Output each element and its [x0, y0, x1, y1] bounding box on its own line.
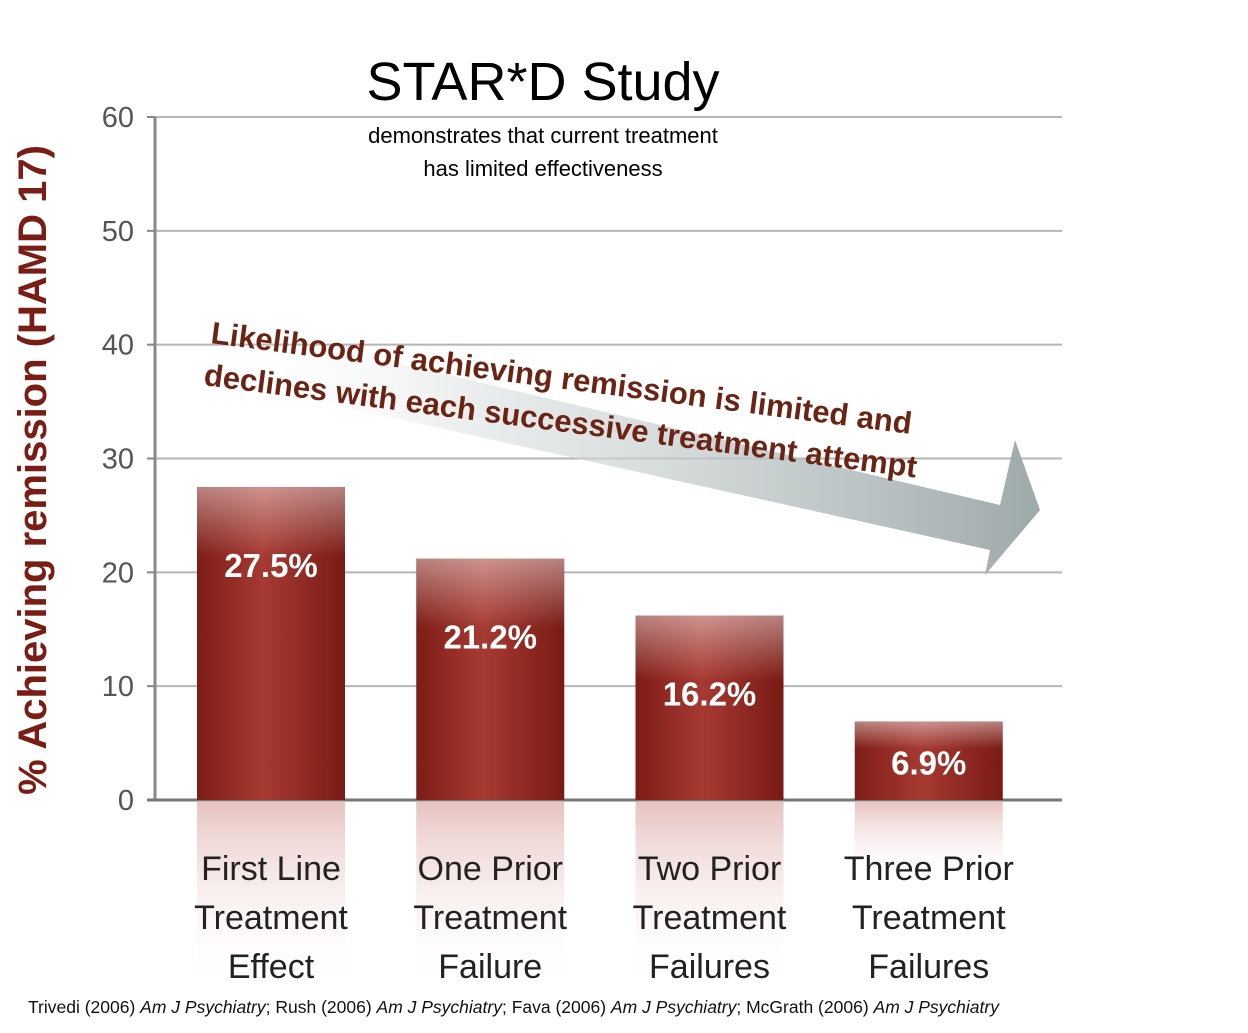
- category-label: Failure: [438, 948, 542, 986]
- category-label: Two Prior: [638, 850, 782, 888]
- y-tick-label: 30: [102, 444, 134, 476]
- y-tick-label: 60: [102, 102, 134, 134]
- citation-author: ; Rush (2006): [265, 997, 377, 1017]
- category-label: Treatment: [413, 899, 567, 937]
- citation-author: Trivedi (2006): [28, 997, 141, 1017]
- citation-author: ; McGrath (2006): [736, 997, 874, 1017]
- bars: 27.5% 21.2% 16.2% 6.9%: [197, 486, 1003, 992]
- category-label: Treatment: [852, 899, 1006, 937]
- category-label: Failures: [649, 948, 770, 986]
- citation-author: ; Fava (2006): [501, 997, 611, 1017]
- y-tick-label: 20: [102, 557, 134, 589]
- y-tick-label: 40: [102, 330, 134, 362]
- citation-journal: Am J Psychiatry: [873, 997, 999, 1017]
- category-label: Failures: [868, 948, 989, 986]
- bar-data-label: 21.2%: [443, 619, 537, 656]
- category-label: First Line: [201, 850, 341, 888]
- bar-data-label: 16.2%: [663, 676, 757, 713]
- bar-reflection: [197, 802, 345, 992]
- bar-reflection: [854, 802, 1003, 881]
- category-label: Treatment: [633, 899, 787, 937]
- bar-highlight: [854, 721, 1003, 749]
- bar-data-label: 27.5%: [224, 547, 318, 584]
- y-tick-label: 50: [102, 216, 134, 248]
- citation-journal: Am J Psychiatry: [610, 997, 737, 1017]
- chart-subtitle-line-2: has limited effectiveness: [423, 156, 662, 181]
- y-tick-label: 10: [102, 671, 134, 703]
- category-label: Effect: [228, 948, 315, 986]
- category-label: One Prior: [418, 850, 564, 888]
- bar-reflection: [635, 802, 784, 987]
- citation-journal: Am J Psychiatry: [140, 997, 266, 1017]
- chart-subtitle-line-1: demonstrates that current treatment: [368, 123, 718, 148]
- y-axis-ticks: 0 10 20 30 40 50 60: [102, 102, 155, 817]
- chart-title: STAR*D Study: [366, 52, 719, 112]
- y-tick-label: 0: [118, 785, 134, 817]
- bar-reflection: [416, 802, 565, 992]
- bar-data-label: 6.9%: [891, 745, 966, 782]
- arrow-shape: [200, 320, 1040, 575]
- category-labels: First Line Treatment Effect One Prior Treatm…: [194, 850, 1014, 986]
- bar-highlight: [197, 486, 345, 557]
- category-label: Three Prior: [844, 850, 1014, 888]
- bar-highlight: [416, 558, 565, 629]
- category-label: Treatment: [194, 899, 348, 937]
- source-citation: Trivedi (2006) Am J Psychiatry; Rush (20…: [28, 997, 999, 1018]
- citation-journal: Am J Psychiatry: [376, 997, 502, 1017]
- y-axis-label: % Achieving remission (HAMD 17): [11, 145, 55, 795]
- bar-highlight: [635, 615, 784, 681]
